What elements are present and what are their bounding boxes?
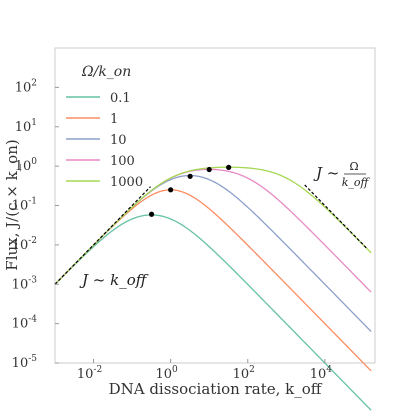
plot-frame: [54, 47, 376, 364]
annotation-left: J ~ k_off: [79, 271, 149, 289]
peak-point-100: [206, 166, 212, 173]
y-tick-label: 102: [15, 78, 37, 95]
x-tick-label: 102: [233, 365, 255, 382]
series-line-1000: [54, 166, 372, 285]
legend-label-0.1: 0.1: [110, 91, 131, 106]
x-tick-label: 100: [156, 365, 179, 382]
peak-point-1: [168, 187, 174, 193]
y-tick-label: 10-5: [12, 354, 38, 371]
legend-title: Ω/k_on: [81, 64, 131, 80]
legend-label-1: 1: [110, 112, 118, 127]
annotation-right: J ~ Ω k_off: [313, 160, 370, 189]
y-tick-label: 101: [15, 118, 37, 135]
y-axis-label: Flux, J/(c × k_on): [3, 139, 21, 270]
legend: Ω/k_on 0.1 1 10 100 1000: [66, 64, 143, 190]
asymptote-low: [54, 186, 151, 285]
x-tick-label: 104: [310, 365, 333, 382]
peak-point-10: [187, 173, 193, 179]
x-axis-label: DNA dissociation rate, k_off: [109, 380, 323, 398]
peak-point-0.1: [148, 211, 155, 217]
annotation-right-lhs: J ~: [313, 164, 339, 182]
y-tick-label: 10-3: [12, 275, 38, 292]
legend-label-10: 10: [110, 133, 127, 148]
x-tick-label: 10-2: [77, 365, 102, 382]
series-line-10: [54, 174, 372, 332]
annotation-right-den: k_off: [342, 176, 371, 189]
legend-label-100: 100: [110, 154, 135, 169]
y-tick-label: 10-1: [12, 197, 37, 214]
annotation-right-num: Ω: [349, 160, 358, 173]
y-tick-label: 10-2: [12, 236, 37, 253]
y-tick-label: 10-4: [12, 315, 38, 332]
y-tick-label: 100: [15, 157, 38, 174]
series-line-0.1: [54, 214, 372, 411]
legend-label-1000: 1000: [110, 175, 143, 190]
peak-point-1000: [226, 164, 232, 170]
